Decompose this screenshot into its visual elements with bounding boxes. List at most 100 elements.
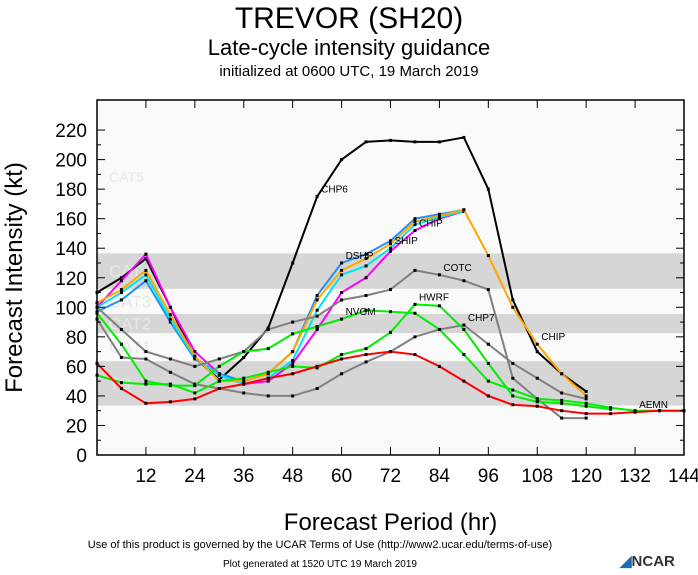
data-point [144,257,148,261]
data-point [340,158,344,162]
x-tick-label: 72 [380,466,401,487]
data-point [315,195,319,199]
data-point [193,364,197,368]
data-point [633,410,637,414]
data-point [119,327,123,331]
data-point [462,353,466,357]
data-point [535,342,539,346]
data-point [340,372,344,376]
data-point [437,214,441,218]
data-point [119,298,123,302]
y-tick-label: 60 [66,357,87,378]
data-point [217,379,221,383]
data-point [315,293,319,297]
data-point [315,325,319,329]
data-point [119,276,123,280]
data-point [193,350,197,354]
x-tick-label: 60 [331,466,352,487]
data-point [584,404,588,408]
data-point [511,361,515,365]
data-point [364,264,368,268]
data-point [340,317,344,321]
data-point [364,257,368,261]
data-point [364,308,368,312]
data-point [291,332,295,336]
data-point [389,246,392,250]
series-line-hwrf [96,303,611,411]
data-point [119,356,123,360]
data-point [291,394,295,398]
data-point [315,308,319,312]
y-tick-label: 40 [66,387,87,408]
data-point [315,327,319,331]
data-point [168,305,172,309]
data-point [340,261,344,265]
data-point [168,320,172,324]
y-tick-label: 200 [55,151,87,172]
band-label: CAT5 [109,169,144,185]
x-tick-label: 84 [429,466,451,487]
data-point [486,254,490,258]
data-point [560,391,564,395]
ncar-logo-icon: ◢ [620,553,632,570]
ncar-logo: ◢NCAR [620,552,675,570]
data-point [413,220,417,224]
data-point [535,404,539,408]
data-point [291,372,295,376]
y-tick-label: 120 [55,269,87,290]
series-label: CHP6 [321,185,348,196]
y-tick-label: 140 [55,239,87,260]
data-point [486,187,490,191]
x-axis-label: Forecast Period (hr) [284,509,497,536]
x-tick-label: 144 [668,466,698,487]
data-point [119,279,123,283]
data-point [535,397,539,401]
data-point [315,387,319,391]
data-point [168,357,172,361]
chart-title: TREVOR (SH20) [234,2,464,35]
data-point [511,376,515,380]
series-label: CHP7 [468,313,495,324]
data-point [535,350,539,354]
data-point [168,317,172,321]
series-label: CHIP [541,332,565,343]
data-point [193,391,197,395]
data-point [340,298,344,302]
data-point [119,381,123,385]
data-point [389,138,392,142]
data-point [511,388,515,392]
data-point [119,288,123,292]
data-point [437,273,441,277]
data-point [389,239,392,243]
ncar-logo-text: NCAR [631,553,675,570]
data-point [168,370,172,374]
data-point [437,364,441,368]
data-point [144,273,148,277]
x-tick-label: 132 [619,466,651,487]
data-point [242,356,246,360]
series-line-chip [96,210,465,386]
data-point [462,279,466,283]
chart-subtitle: Late-cycle intensity guidance [207,35,491,60]
data-point [364,360,368,364]
series-label: SHIP [395,236,419,247]
x-tick-label: 120 [570,466,602,487]
data-point [584,416,588,420]
x-tick-label: 36 [233,466,254,487]
data-point [144,350,148,354]
data-point [144,357,148,361]
data-point [144,268,148,272]
data-point [266,327,270,331]
data-point [364,252,368,256]
y-tick-label: 20 [66,416,87,437]
data-point [364,293,368,297]
band-ts [97,361,684,406]
data-point [291,364,295,368]
data-point [340,268,344,272]
y-tick-label: 80 [66,328,87,349]
data-point [389,310,392,314]
data-point [413,302,417,306]
data-point [193,354,197,358]
data-point [584,394,588,398]
data-point [609,407,613,411]
